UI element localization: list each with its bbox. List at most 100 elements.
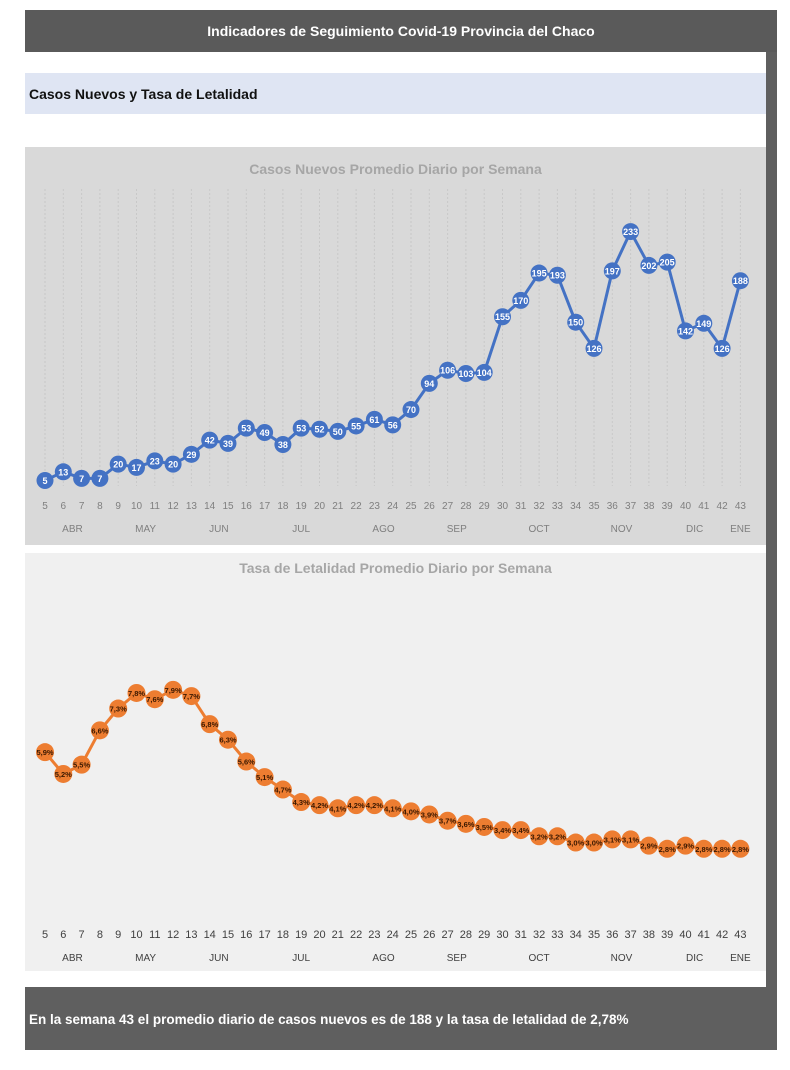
data-label: 56: [388, 420, 398, 430]
data-point: [164, 680, 183, 699]
x-tick-label: 39: [661, 929, 673, 941]
data-point: [292, 793, 311, 812]
month-label: ENE: [730, 953, 751, 964]
x-tick-label: 8: [97, 501, 103, 512]
data-point: [201, 431, 219, 449]
data-point: [127, 683, 146, 702]
data-point: [439, 361, 457, 379]
x-tick-label: 26: [423, 929, 435, 941]
data-point: [548, 266, 566, 284]
x-tick-label: 14: [204, 501, 216, 512]
month-label: MAY: [135, 524, 156, 535]
data-label: 17: [131, 463, 141, 473]
data-label: 205: [660, 258, 675, 268]
data-point: [585, 339, 603, 357]
data-point: [145, 690, 164, 709]
section-title: Casos Nuevos y Tasa de Letalidad: [25, 73, 766, 114]
x-tick-label: 16: [241, 501, 253, 512]
month-label: DIC: [686, 953, 703, 964]
data-label: 6,3%: [219, 736, 236, 745]
data-point: [54, 463, 72, 481]
x-tick-label: 29: [479, 501, 491, 512]
data-label: 23: [150, 456, 160, 466]
data-point: [200, 715, 219, 734]
data-point: [457, 365, 475, 383]
data-point: [164, 455, 182, 473]
data-point: [603, 262, 621, 280]
data-point: [36, 472, 54, 490]
data-point: [603, 830, 622, 849]
data-point: [91, 469, 109, 487]
x-tick-label: 32: [534, 501, 546, 512]
month-label: ENE: [730, 524, 751, 535]
x-tick-label: 41: [698, 501, 710, 512]
x-tick-label: 27: [441, 929, 453, 941]
x-tick-label: 27: [442, 501, 454, 512]
data-point: [73, 469, 91, 487]
data-label: 3,2%: [531, 832, 548, 841]
data-label: 70: [406, 405, 416, 415]
x-tick-label: 15: [222, 501, 234, 512]
x-tick-label: 25: [405, 929, 417, 941]
data-label: 7,3%: [110, 705, 127, 714]
data-label: 149: [696, 319, 711, 329]
data-label: 150: [568, 318, 583, 328]
x-tick-label: 17: [258, 929, 270, 941]
month-label: JUN: [209, 953, 228, 964]
month-label: DIC: [686, 524, 703, 535]
data-point: [566, 833, 585, 852]
month-label: NOV: [611, 524, 633, 535]
month-label: SEP: [447, 953, 467, 964]
lethality-chart: Tasa de Letalidad Promedio Diario por Se…: [25, 553, 766, 971]
month-label: SEP: [447, 524, 467, 535]
data-label: 2,8%: [659, 845, 676, 854]
data-label: 5,2%: [55, 770, 72, 779]
data-point: [512, 291, 530, 309]
data-point: [585, 833, 603, 852]
cases-chart: Casos Nuevos Promedio Diario por Semana …: [25, 147, 766, 545]
data-point: [530, 827, 549, 846]
data-label: 4,1%: [329, 804, 346, 813]
data-label: 6,8%: [201, 720, 218, 729]
data-point: [402, 401, 420, 419]
data-point: [677, 322, 694, 340]
data-point: [676, 836, 695, 855]
x-tick-label: 35: [588, 501, 600, 512]
data-point: [713, 339, 731, 357]
data-label: 202: [641, 261, 656, 271]
data-point: [639, 836, 658, 855]
data-label: 4,0%: [402, 807, 419, 816]
month-label: AGO: [372, 524, 394, 535]
x-tick-label: 29: [478, 929, 490, 941]
data-point: [731, 839, 750, 858]
x-tick-label: 21: [332, 929, 344, 941]
x-tick-label: 22: [351, 501, 363, 512]
x-tick-label: 22: [350, 929, 362, 941]
data-label: 104: [477, 368, 492, 378]
data-point: [146, 452, 164, 470]
data-point: [182, 687, 201, 706]
x-tick-label: 33: [552, 501, 564, 512]
x-tick-label: 12: [167, 929, 179, 941]
data-label: 13: [58, 467, 68, 477]
data-label: 20: [113, 460, 123, 470]
x-tick-label: 36: [606, 929, 618, 941]
data-label: 55: [351, 421, 361, 431]
data-label: 103: [458, 369, 473, 379]
x-tick-label: 38: [643, 501, 655, 512]
data-label: 38: [278, 440, 288, 450]
x-tick-label: 36: [607, 501, 619, 512]
x-tick-label: 43: [735, 501, 747, 512]
data-label: 3,0%: [585, 839, 602, 848]
data-label: 7,7%: [183, 692, 200, 701]
data-point: [182, 445, 200, 463]
x-tick-label: 30: [496, 929, 508, 941]
data-label: 197: [605, 266, 620, 276]
data-label: 3,1%: [622, 835, 639, 844]
data-label: 3,4%: [512, 826, 529, 835]
data-label: 4,3%: [293, 798, 310, 807]
data-label: 5,5%: [73, 761, 90, 770]
data-point: [237, 752, 256, 771]
x-tick-label: 38: [643, 929, 655, 941]
data-label: 5,6%: [238, 758, 255, 767]
